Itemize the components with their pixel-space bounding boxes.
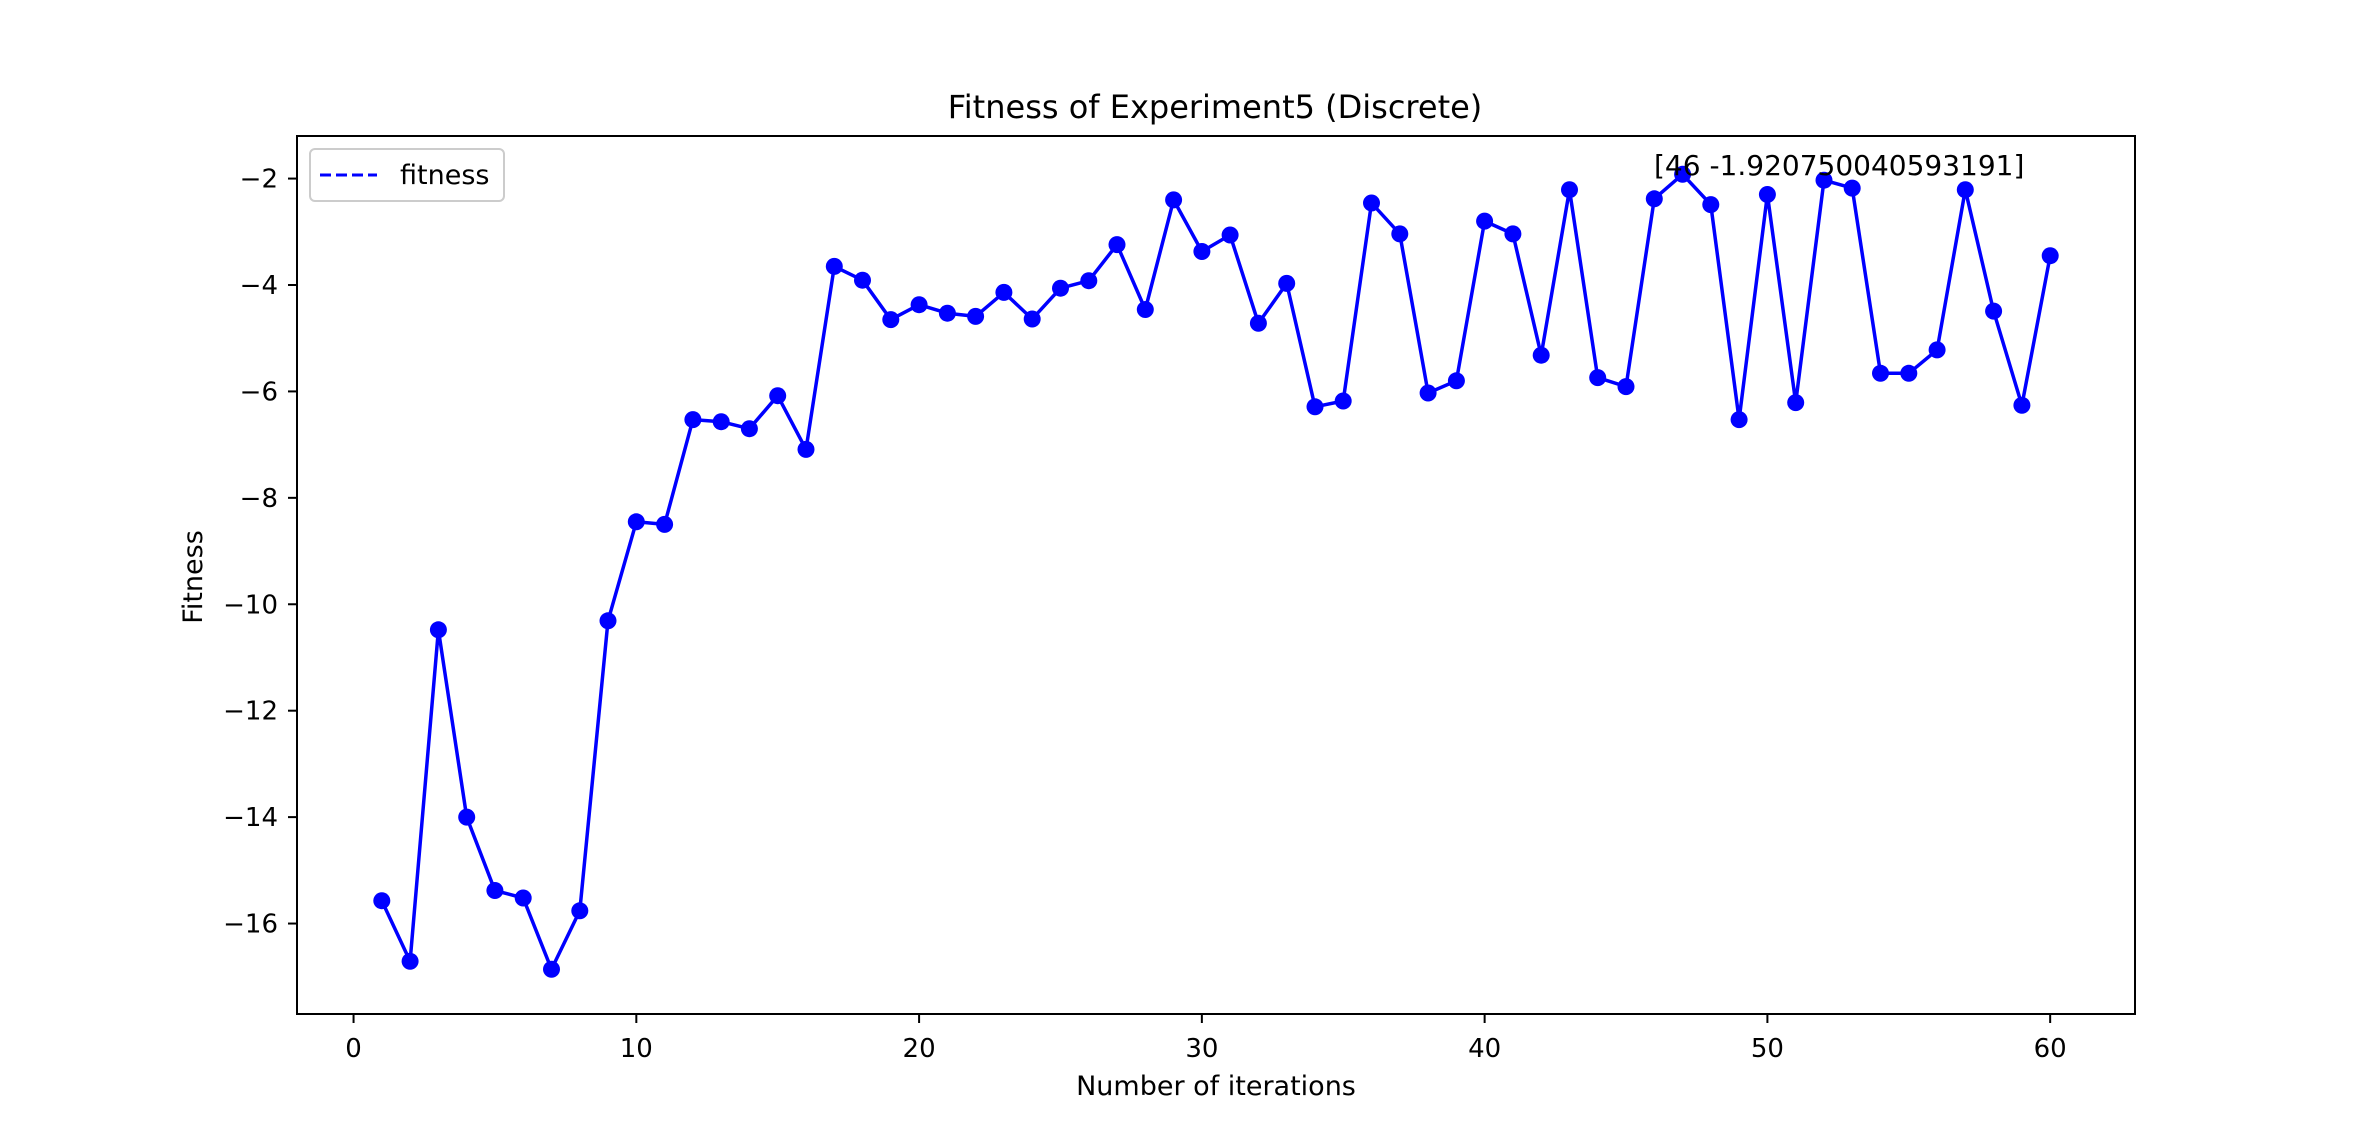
x-tick-label: 60 — [2034, 1034, 2067, 1064]
x-axis-label: Number of iterations — [1076, 1071, 1356, 1102]
data-point — [2013, 396, 2031, 414]
data-point — [1278, 274, 1296, 292]
y-tick-label: −4 — [240, 271, 278, 301]
y-tick-label: −6 — [240, 377, 278, 407]
data-point — [486, 882, 504, 899]
data-point — [1023, 310, 1041, 328]
data-point — [1589, 369, 1607, 387]
x-tick-label: 30 — [1185, 1034, 1218, 1064]
data-point — [967, 307, 985, 325]
legend-box — [309, 148, 505, 202]
data-point — [797, 440, 815, 458]
data-point — [1674, 165, 1692, 183]
x-tick-label: 0 — [345, 1034, 362, 1064]
y-tick-label: −16 — [223, 910, 278, 940]
data-point — [1956, 181, 1974, 199]
x-tick-label: 20 — [903, 1034, 936, 1064]
data-point — [514, 889, 532, 907]
data-point — [1730, 411, 1748, 429]
data-point — [1561, 181, 1578, 199]
x-tick-label: 40 — [1468, 1034, 1501, 1064]
chart-title: Fitness of Experiment5 (Discrete) — [948, 88, 1483, 126]
data-point — [458, 808, 476, 826]
ticks-layer: 0 10 20 30 40 50 60 −16 −14 −12 −10 −8 −6 −4 −2 — [223, 165, 2067, 1064]
max-point-annotation: [46 -1.920750040593191] — [1654, 149, 2024, 182]
data-point — [938, 304, 956, 322]
legend-label-fitness: fitness — [400, 160, 489, 191]
data-point — [1928, 341, 1946, 359]
data-point — [599, 612, 617, 630]
data-point — [1108, 236, 1126, 254]
y-tick-label: −8 — [240, 484, 278, 514]
data-point — [543, 960, 560, 978]
data-point — [1447, 372, 1465, 390]
series-layer — [373, 165, 2059, 978]
data-point — [1872, 364, 1889, 382]
data-point — [995, 283, 1013, 301]
data-point — [1900, 364, 1918, 382]
y-axis-label: Fitness — [178, 530, 209, 624]
data-point — [429, 621, 447, 639]
data-point — [373, 892, 391, 910]
data-point — [684, 411, 702, 429]
data-point — [882, 311, 900, 329]
data-point — [1363, 194, 1380, 212]
data-point — [1617, 378, 1635, 396]
data-point — [1334, 392, 1352, 410]
data-point — [854, 271, 871, 289]
data-point — [1306, 398, 1324, 416]
data-point — [1193, 243, 1211, 260]
data-point — [1136, 301, 1154, 318]
data-point — [1702, 196, 1720, 214]
data-point — [1645, 190, 1663, 208]
data-point — [769, 387, 787, 405]
x-tick-label: 50 — [1751, 1034, 1784, 1064]
data-point — [1391, 225, 1409, 243]
data-point — [1532, 346, 1550, 364]
x-tick-label: 10 — [620, 1034, 653, 1064]
data-point — [1815, 171, 1833, 189]
data-point — [1052, 279, 1069, 297]
y-tick-label: −2 — [240, 165, 278, 195]
data-point — [1165, 191, 1183, 209]
data-point — [656, 515, 674, 533]
y-tick-label: −12 — [223, 697, 278, 727]
plot-frame — [296, 135, 2136, 1015]
data-point — [910, 296, 928, 314]
legend: fitness — [309, 148, 505, 202]
data-point — [1080, 272, 1098, 290]
data-point — [1787, 394, 1805, 412]
data-point — [401, 952, 419, 970]
data-point — [1476, 212, 1494, 230]
data-point — [571, 902, 589, 920]
data-point — [712, 413, 730, 431]
data-point — [1249, 314, 1267, 332]
y-tick-label: −14 — [223, 803, 278, 833]
data-point — [2041, 247, 2059, 265]
data-point — [740, 420, 758, 438]
data-point — [627, 513, 645, 531]
data-point — [1419, 384, 1437, 402]
data-point — [825, 257, 843, 275]
data-point — [1504, 225, 1522, 243]
data-point — [1758, 186, 1776, 203]
data-point — [1221, 226, 1239, 244]
data-point — [1985, 302, 2003, 320]
y-tick-label: −10 — [223, 590, 278, 620]
data-point — [1843, 179, 1861, 197]
